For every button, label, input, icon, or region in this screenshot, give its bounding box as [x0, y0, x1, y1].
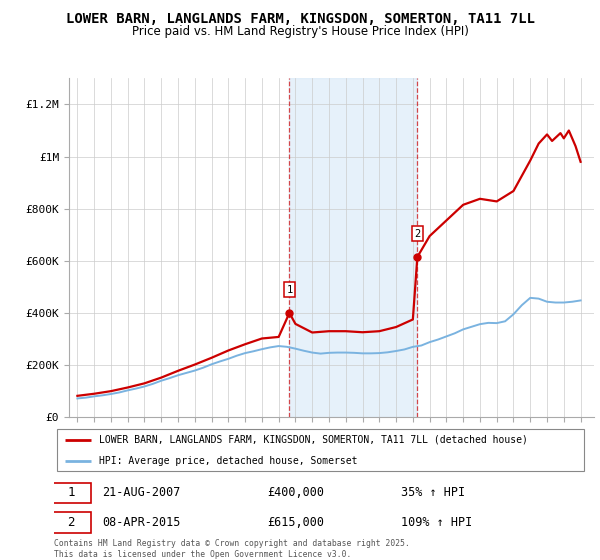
Text: 2: 2: [414, 228, 421, 239]
Text: £615,000: £615,000: [268, 516, 325, 529]
Text: Price paid vs. HM Land Registry's House Price Index (HPI): Price paid vs. HM Land Registry's House …: [131, 25, 469, 38]
Text: Contains HM Land Registry data © Crown copyright and database right 2025.
This d: Contains HM Land Registry data © Crown c…: [54, 539, 410, 559]
FancyBboxPatch shape: [56, 429, 584, 472]
FancyBboxPatch shape: [52, 512, 91, 533]
Text: £400,000: £400,000: [268, 487, 325, 500]
Text: LOWER BARN, LANGLANDS FARM, KINGSDON, SOMERTON, TA11 7LL: LOWER BARN, LANGLANDS FARM, KINGSDON, SO…: [65, 12, 535, 26]
Text: 08-APR-2015: 08-APR-2015: [102, 516, 181, 529]
Text: 2: 2: [68, 516, 75, 529]
Text: 1: 1: [286, 284, 293, 295]
Text: 21-AUG-2007: 21-AUG-2007: [102, 487, 181, 500]
Text: HPI: Average price, detached house, Somerset: HPI: Average price, detached house, Some…: [100, 456, 358, 466]
FancyBboxPatch shape: [52, 483, 91, 503]
Text: 1: 1: [68, 487, 75, 500]
Text: 35% ↑ HPI: 35% ↑ HPI: [401, 487, 465, 500]
Text: 109% ↑ HPI: 109% ↑ HPI: [401, 516, 472, 529]
Text: LOWER BARN, LANGLANDS FARM, KINGSDON, SOMERTON, TA11 7LL (detached house): LOWER BARN, LANGLANDS FARM, KINGSDON, SO…: [100, 435, 528, 445]
Bar: [289, 78, 418, 417]
